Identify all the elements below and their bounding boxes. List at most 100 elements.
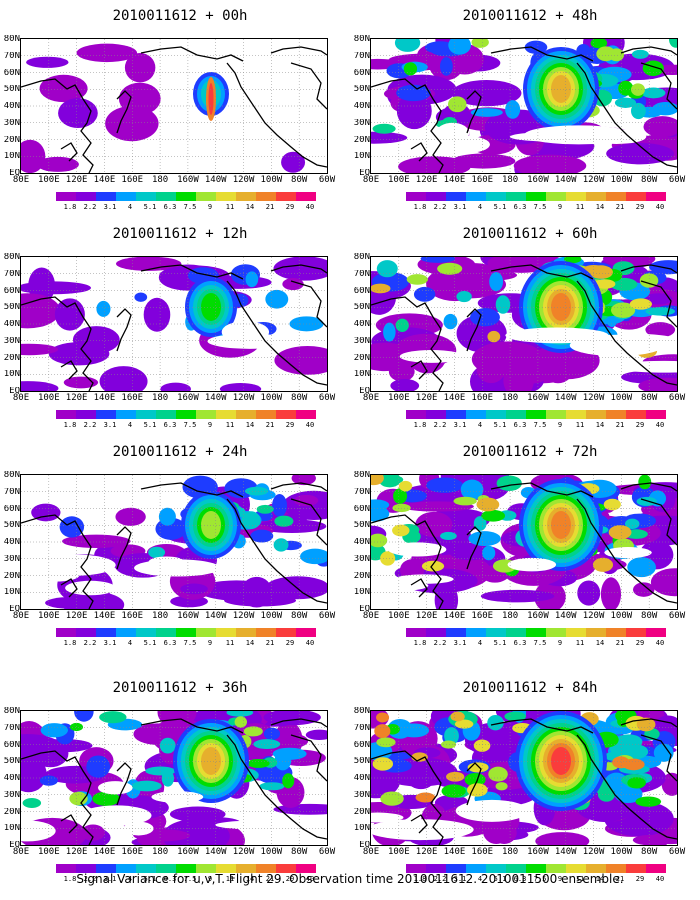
- longitude-label: 60W: [318, 611, 336, 621]
- variance-region: [460, 479, 484, 500]
- longitude-label: 80E: [362, 611, 380, 621]
- colorbar-label: 11: [575, 421, 585, 429]
- colorbar-label: 4: [127, 875, 133, 883]
- variance-region: [535, 832, 590, 845]
- variance-region: [638, 475, 652, 490]
- longitude-label: 140E: [93, 175, 116, 185]
- colorbar-swatch: [76, 628, 96, 637]
- longitude-label: 60W: [318, 393, 336, 403]
- longitude-label: 140E: [93, 847, 116, 857]
- colorbar-swatch: [626, 628, 646, 637]
- colorbar-label: 40: [655, 875, 665, 883]
- colorbar-swatch: [546, 410, 566, 419]
- colorbar-label: 11: [225, 639, 235, 647]
- map-canvas: [371, 711, 677, 845]
- variance-region: [394, 39, 421, 52]
- latitude-label: 70N: [353, 269, 370, 279]
- variance-region: [376, 712, 390, 723]
- coastline: [490, 46, 594, 62]
- longitude-label: 140W: [204, 847, 227, 857]
- colorbar-label: 21: [615, 421, 625, 429]
- variance-region: [594, 279, 616, 289]
- colorbar-swatch: [426, 864, 446, 873]
- variance-region: [215, 820, 310, 830]
- variance-region: [390, 379, 420, 391]
- longitude-label: 120E: [65, 611, 88, 621]
- longitude-label: 100E: [387, 175, 410, 185]
- longitude-label: 100E: [387, 611, 410, 621]
- variance-region: [403, 62, 418, 76]
- longitude-label: 140W: [204, 611, 227, 621]
- variance-region: [21, 343, 59, 356]
- variance-region: [159, 737, 176, 754]
- variance-map: [20, 474, 328, 610]
- forecast-panel: 2010011612 + 72h 80N 70N 60N 50N 40N 30N 20N 10N…: [350, 444, 690, 664]
- variance-region: [253, 739, 281, 750]
- colorbar-swatch: [256, 628, 276, 637]
- colorbar-swatch: [236, 192, 256, 201]
- colorbar-label: 3.1: [103, 421, 117, 429]
- variance-region: [420, 257, 456, 263]
- variance-region: [610, 302, 636, 318]
- coastline: [226, 62, 327, 168]
- latitude-label: 10N: [3, 824, 20, 834]
- variance-region: [153, 357, 211, 379]
- coastline: [371, 296, 444, 391]
- latitude-label: 80N: [353, 471, 370, 480]
- longitude-label: 120W: [582, 393, 605, 403]
- variance-region: [371, 505, 390, 522]
- variance-region: [80, 805, 152, 826]
- variance-region: [392, 524, 410, 537]
- coastline: [576, 280, 677, 386]
- latitude-label: 50N: [353, 521, 370, 531]
- latitude-label: 30N: [353, 336, 370, 346]
- colorbar-label: 2.2: [83, 875, 97, 883]
- coastline: [620, 264, 677, 274]
- colorbar-label: 4: [127, 203, 133, 211]
- variance-region: [632, 834, 667, 845]
- colorbar-swatch: [216, 628, 236, 637]
- variance-region: [608, 525, 632, 540]
- coastline: [466, 526, 482, 570]
- variance-region: [96, 300, 111, 317]
- longitude-label: 120W: [582, 175, 605, 185]
- colorbar-swatch: [96, 192, 116, 201]
- longitude-label: 100E: [387, 847, 410, 857]
- variance-region: [652, 102, 677, 116]
- coastline: [270, 46, 327, 56]
- variance-region: [393, 488, 408, 504]
- longitude-label: 160W: [177, 393, 199, 403]
- colorbar-swatch: [606, 410, 626, 419]
- latitude-label: 30N: [3, 118, 20, 128]
- longitude-label: 140E: [443, 847, 466, 857]
- variance-region: [400, 501, 474, 512]
- variance-region: [22, 797, 42, 808]
- colorbar-label: 2.2: [83, 639, 97, 647]
- latitude-label: 10N: [353, 370, 370, 380]
- variance-map: [370, 710, 678, 846]
- colorbar-swatch: [276, 864, 296, 873]
- colorbar-label: 21: [265, 421, 275, 429]
- variance-region: [442, 135, 490, 154]
- variance-region: [305, 729, 327, 741]
- latitude-label: EQ: [359, 169, 370, 178]
- longitude-label: 80E: [12, 393, 30, 403]
- variance-region: [471, 39, 489, 48]
- colorbar-label: 14: [245, 421, 255, 429]
- variance-region: [454, 719, 474, 729]
- coastline: [490, 482, 594, 498]
- variance-region: [378, 475, 401, 488]
- coastline: [21, 296, 94, 391]
- variance-region: [644, 293, 673, 305]
- colorbar-swatch: [566, 192, 586, 201]
- colorbar-swatch: [136, 628, 156, 637]
- variance-region: [424, 41, 456, 54]
- longitude-label: 80W: [291, 175, 308, 185]
- colorbar-swatch: [216, 864, 236, 873]
- colorbar-swatch: [646, 628, 666, 637]
- colorbar-label: 9: [207, 875, 213, 883]
- colorbar-swatch: [176, 410, 196, 419]
- panel-title: 2010011612 + 60h: [462, 226, 598, 242]
- colorbar-label: 7.5: [533, 639, 547, 647]
- coastline: [490, 264, 594, 280]
